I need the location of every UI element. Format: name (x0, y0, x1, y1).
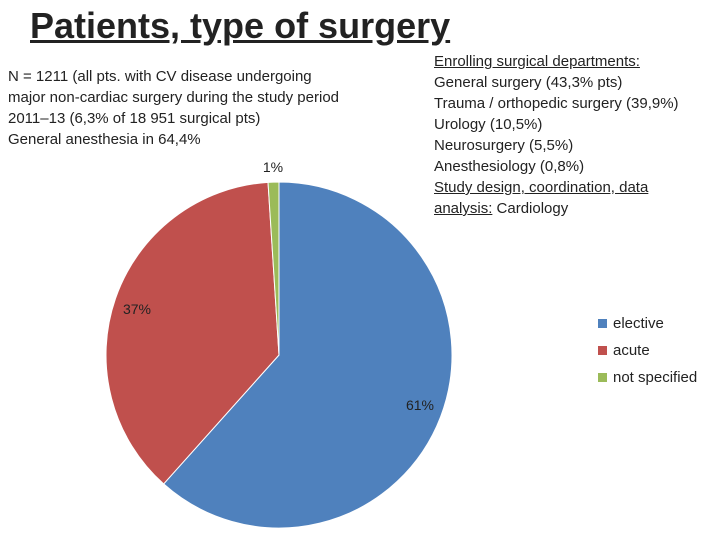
department-item: General surgery (43,3% pts) (434, 74, 623, 91)
legend-swatch (598, 319, 607, 328)
data-label-elective: 61% (406, 397, 434, 413)
study-design-value: Cardiology (492, 200, 569, 217)
legend-swatch (598, 373, 607, 382)
department-item: Trauma / orthopedic surgery (39,9%) (434, 95, 679, 112)
legend-item-not-specified: not specified (598, 364, 697, 391)
legend-item-acute: acute (598, 337, 697, 364)
study-design-label: Study design, coordination, data (434, 179, 649, 196)
legend-swatch (598, 346, 607, 355)
department-item: Neurosurgery (5,5%) (434, 137, 574, 154)
data-label-not-specified: 1% (263, 159, 283, 175)
info-line: N = 1211 (all pts. with CV disease under… (8, 68, 312, 85)
slide-title: Patients, type of surgery (30, 5, 451, 46)
legend-label: not specified (613, 369, 698, 386)
departments-heading: Enrolling surgical departments: (434, 53, 640, 70)
pie-slice-not-specified (267, 181, 280, 356)
pie-slice-acute (105, 181, 280, 485)
info-line: major non-cardiac surgery during the stu… (8, 89, 340, 106)
legend-label: elective (613, 315, 664, 332)
pie-slice-elective (162, 181, 453, 529)
study-design-line: analysis: Cardiology (434, 198, 679, 219)
departments-panel: Enrolling surgical departments: General … (434, 51, 679, 219)
info-line: General anesthesia in 64,4% (8, 131, 201, 148)
department-item: Urology (10,5%) (434, 116, 543, 133)
chart-legend: elective acute not specified (598, 310, 697, 391)
legend-item-elective: elective (598, 310, 697, 337)
legend-label: acute (613, 342, 650, 359)
data-label-acute: 37% (123, 301, 151, 317)
study-info: N = 1211 (all pts. with CV disease under… (8, 66, 339, 150)
info-line: 2011–13 (6,3% of 18 951 surgical pts) (8, 110, 261, 127)
study-design-label-2: analysis: (434, 200, 493, 217)
department-item: Anesthesiology (0,8%) (434, 158, 585, 175)
